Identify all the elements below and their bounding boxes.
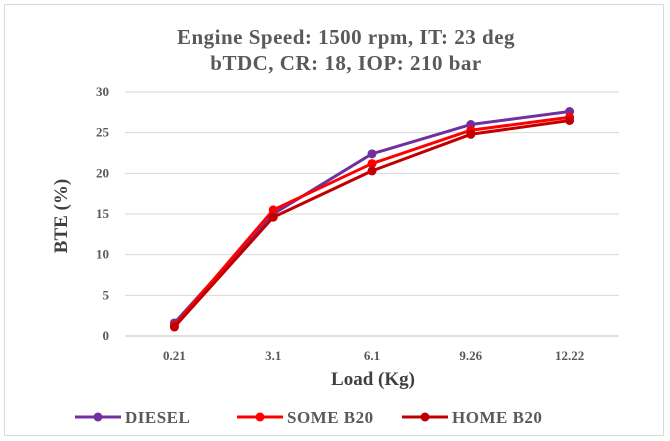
y-axis-label: BTE (%) bbox=[51, 179, 72, 253]
data-point bbox=[565, 115, 575, 125]
series-diesel bbox=[169, 107, 575, 328]
series-some-b20 bbox=[169, 112, 575, 330]
legend-item: SOME B20 bbox=[237, 408, 374, 427]
data-point bbox=[367, 159, 377, 169]
legend-label: HOME B20 bbox=[452, 408, 542, 427]
data-point bbox=[367, 149, 377, 159]
series-lines bbox=[169, 107, 575, 332]
legend-label: SOME B20 bbox=[287, 408, 374, 427]
chart-frame: Engine Speed: 1500 rpm, IT: 23 deg bTDC,… bbox=[4, 4, 664, 436]
legend-item: HOME B20 bbox=[402, 408, 542, 427]
x-tick-label: 3.1 bbox=[265, 348, 281, 363]
x-tick-label: 9.26 bbox=[459, 348, 482, 363]
legend-swatch-marker bbox=[420, 412, 430, 422]
x-tick-labels: 0.21 3.1 6.1 9.26 12.22 bbox=[163, 348, 584, 363]
x-axis-label: Load (Kg) bbox=[331, 369, 415, 390]
y-tick-label: 20 bbox=[96, 165, 109, 180]
y-tick-labels: 0 5 10 15 20 25 30 bbox=[96, 84, 110, 343]
data-point bbox=[268, 212, 278, 222]
y-tick-label: 30 bbox=[96, 84, 109, 99]
x-tick-label: 6.1 bbox=[364, 348, 380, 363]
legend: DIESEL SOME B20 HOME B20 bbox=[75, 408, 542, 427]
chart-title-line-1: Engine Speed: 1500 rpm, IT: 23 deg bbox=[177, 25, 515, 49]
data-point bbox=[367, 166, 377, 176]
legend-item: DIESEL bbox=[75, 408, 190, 427]
series-home-b20 bbox=[169, 115, 575, 332]
x-tick-label: 12.22 bbox=[555, 348, 584, 363]
y-tick-label: 10 bbox=[96, 247, 109, 262]
data-point bbox=[169, 322, 179, 332]
legend-label: DIESEL bbox=[125, 408, 190, 427]
data-point bbox=[466, 129, 476, 139]
series-line bbox=[173, 115, 570, 327]
data-point bbox=[268, 205, 278, 215]
legend-swatch-marker bbox=[93, 412, 103, 422]
x-tick-label: 0.21 bbox=[163, 348, 186, 363]
y-tick-label: 5 bbox=[103, 287, 110, 302]
y-tick-label: 15 bbox=[96, 206, 110, 221]
bte-line-chart: Engine Speed: 1500 rpm, IT: 23 deg bTDC,… bbox=[51, 25, 619, 427]
chart-title-line-2: bTDC, CR: 18, IOP: 210 bar bbox=[210, 51, 481, 75]
legend-swatch-marker bbox=[255, 412, 265, 422]
y-tick-label: 25 bbox=[96, 125, 110, 140]
y-tick-label: 0 bbox=[103, 328, 110, 343]
series-line bbox=[173, 110, 570, 324]
